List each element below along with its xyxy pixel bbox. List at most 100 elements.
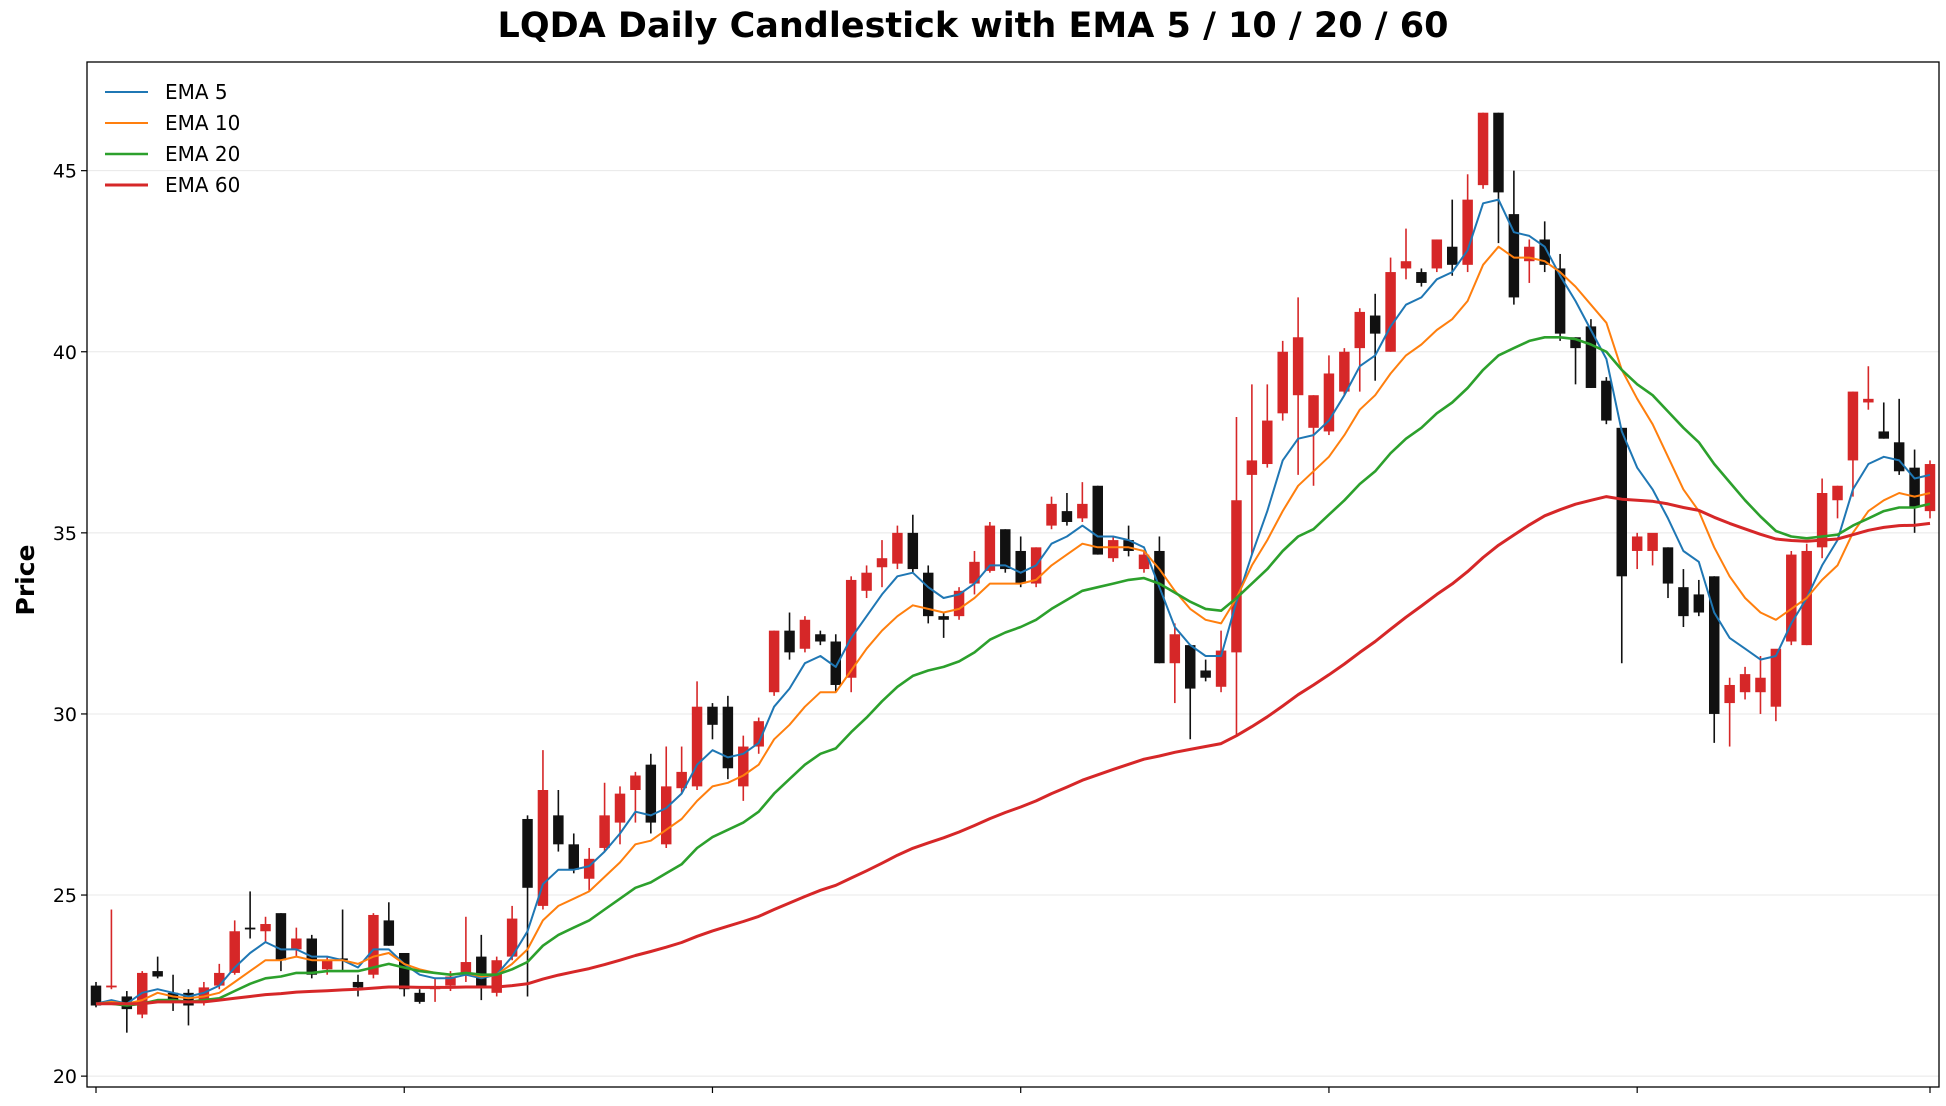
- ema-line-ema60: [96, 495, 1931, 1006]
- candlestick: [1215, 630, 1227, 693]
- candlestick: [460, 916, 472, 982]
- candlestick: [1354, 308, 1366, 392]
- candle-body: [660, 786, 672, 845]
- candlestick: [1200, 659, 1211, 682]
- candle-body: [1770, 648, 1782, 707]
- candle-body: [1123, 540, 1134, 551]
- candlestick: [1847, 391, 1859, 497]
- candlestick: [907, 514, 919, 573]
- candle-body: [1262, 420, 1273, 465]
- candlestick: [1816, 478, 1828, 559]
- candlestick: [1231, 416, 1242, 736]
- candlestick: [275, 913, 287, 972]
- candle-body: [244, 927, 256, 930]
- candlestick: [845, 576, 857, 693]
- candlestick: [429, 978, 441, 1002]
- candle-body: [1169, 634, 1181, 664]
- candlestick: [830, 634, 842, 693]
- candlestick: [1015, 536, 1026, 588]
- candle-body: [275, 913, 287, 961]
- candle-body: [861, 572, 872, 591]
- candlestick: [506, 905, 518, 961]
- candle-body: [738, 746, 749, 787]
- candle-body: [1832, 485, 1843, 501]
- candle-body: [152, 971, 163, 977]
- candlestick: [1708, 576, 1720, 743]
- candle-body: [1046, 503, 1057, 526]
- candle-body: [1015, 550, 1026, 584]
- candle-body: [1678, 587, 1689, 617]
- candlestick: [1924, 460, 1936, 519]
- candle-body: [938, 616, 949, 620]
- plot-frame: [86, 61, 1940, 1088]
- candle-body: [892, 532, 903, 564]
- candle-body: [476, 956, 487, 986]
- candle-body: [1323, 373, 1335, 432]
- candlestick: [1077, 482, 1088, 522]
- candlestick: [1554, 253, 1566, 341]
- candle-body: [291, 938, 302, 950]
- candlestick: [1154, 536, 1165, 664]
- candlestick: [106, 909, 117, 990]
- candlestick: [121, 991, 133, 1033]
- candlestick: [1524, 239, 1535, 283]
- candlestick: [1400, 228, 1412, 280]
- candlestick: [1693, 579, 1705, 617]
- candlestick: [984, 521, 996, 573]
- candle-body: [352, 981, 364, 988]
- candlestick: [491, 956, 502, 997]
- candlestick: [1878, 402, 1890, 439]
- candle-body: [1061, 511, 1073, 522]
- y-tick-label: 25: [53, 885, 77, 907]
- candle-body: [1662, 547, 1674, 584]
- candle-body: [1893, 442, 1905, 472]
- candlestick: [1169, 623, 1181, 704]
- candle-body: [214, 972, 225, 986]
- candle-body: [1909, 467, 1920, 508]
- candle-body: [830, 641, 842, 685]
- candlestick: [568, 833, 580, 874]
- candle-body: [321, 960, 333, 970]
- candlestick: [1662, 547, 1674, 599]
- ema-lines: [95, 198, 1931, 1007]
- candlestick: [522, 815, 533, 997]
- candle-body: [784, 630, 795, 653]
- candlestick: [1431, 239, 1443, 273]
- legend-label: EMA 5: [165, 80, 228, 104]
- candle-body: [1847, 391, 1859, 461]
- candlestick: [1786, 550, 1797, 646]
- candlestick: [1107, 536, 1119, 562]
- candle-body: [907, 532, 919, 570]
- candle-body: [1462, 199, 1473, 265]
- candlestick: [630, 771, 641, 823]
- y-axis-label: Price: [11, 545, 40, 616]
- candlestick: [1909, 449, 1920, 533]
- candle-body: [1107, 540, 1119, 559]
- candle-body: [90, 985, 102, 1006]
- candle-body: [1878, 431, 1890, 439]
- candle-body: [922, 572, 934, 617]
- candlestick: [614, 786, 626, 845]
- candlestick: [876, 540, 888, 588]
- candle-body: [106, 985, 117, 988]
- candle-body: [1631, 536, 1643, 551]
- candlestick: [398, 952, 410, 997]
- candle-body: [1601, 380, 1612, 421]
- candlestick: [1339, 348, 1350, 396]
- candlestick: [1832, 485, 1843, 519]
- candle-body: [845, 579, 857, 678]
- candlestick: [599, 782, 610, 852]
- candlestick: [229, 920, 240, 975]
- candlestick: [1262, 384, 1273, 468]
- candlestick: [1477, 112, 1489, 189]
- candle-body: [691, 706, 703, 787]
- candle-body: [969, 561, 980, 584]
- candle-body: [645, 764, 657, 823]
- candlestick: [1770, 648, 1782, 722]
- candlestick: [1092, 485, 1104, 555]
- candle-body: [1215, 650, 1227, 687]
- candlestick: [676, 746, 687, 794]
- candle-body: [1693, 594, 1705, 613]
